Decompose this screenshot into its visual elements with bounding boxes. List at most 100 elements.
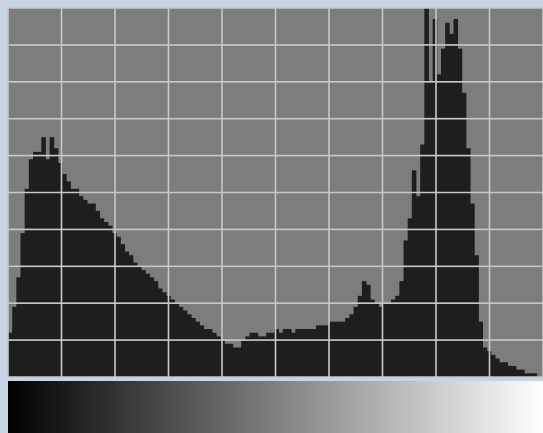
histogram-bar (74, 188, 80, 377)
histogram-bar (266, 332, 271, 377)
histogram-bar (191, 317, 196, 377)
histogram-bar (482, 347, 488, 377)
histogram-bar (532, 373, 538, 377)
histogram-bar (449, 33, 454, 377)
histogram-bar (274, 329, 280, 377)
histogram-bar (436, 74, 442, 378)
histogram-bar (245, 336, 250, 377)
histogram-bar (332, 321, 338, 377)
histogram-bar (149, 277, 155, 377)
histogram-bar (461, 92, 467, 378)
histogram-bar (207, 329, 213, 377)
histogram-bar (37, 151, 42, 377)
histogram-bar (391, 299, 396, 377)
histogram-bar (361, 281, 367, 377)
tone-gradient-bar (8, 381, 543, 433)
histogram-bar (87, 203, 92, 377)
histogram-bar (474, 255, 479, 377)
histogram-bar (420, 144, 425, 377)
histogram-bar (99, 218, 105, 377)
histogram-bar (432, 19, 438, 377)
histogram-bar (503, 362, 509, 377)
histogram-bar (137, 266, 142, 377)
histogram-bar (303, 329, 309, 377)
histogram-bar (399, 281, 404, 377)
histogram-bar (153, 281, 159, 377)
histogram-bars (8, 8, 538, 378)
histogram-bar (291, 332, 296, 377)
histogram-bar (507, 365, 513, 377)
histogram-bar (232, 347, 238, 377)
histogram-bar (278, 332, 284, 377)
histogram-bar (524, 373, 529, 377)
histogram-bar (162, 292, 167, 377)
histogram-bar (378, 306, 384, 377)
histogram-bar (465, 148, 471, 377)
histogram-bar (8, 332, 13, 377)
histogram-bar (124, 251, 130, 377)
histogram-bar (295, 329, 300, 377)
histogram-bar (45, 159, 51, 377)
histogram-bar (62, 174, 67, 377)
histogram-bar (395, 295, 400, 377)
histogram-bar (403, 240, 409, 377)
histogram-bar (195, 321, 200, 377)
histogram-bar (107, 225, 113, 377)
histogram-bar (441, 48, 446, 378)
histogram-bar (199, 325, 205, 377)
histogram-bar (91, 203, 96, 377)
histogram-bar (341, 321, 346, 377)
histogram-bar (24, 188, 30, 377)
histogram-bar (307, 329, 313, 377)
histogram-bar (157, 288, 163, 377)
histogram-bar (141, 269, 146, 377)
histogram-bar (170, 299, 175, 377)
histogram-bar (66, 181, 71, 377)
histogram-bar (70, 188, 76, 377)
histogram-bar (316, 325, 321, 377)
histogram-bar (470, 203, 475, 377)
histogram-bar (328, 321, 334, 377)
histogram-bar (311, 329, 317, 377)
histogram-bar (349, 314, 354, 377)
histogram-bar (241, 340, 246, 377)
histogram-bar (324, 325, 329, 377)
histogram-bar (16, 277, 21, 377)
histogram-bar (511, 365, 517, 377)
histogram-bar (457, 48, 463, 378)
histogram-bar (416, 196, 421, 377)
histogram-bar (495, 358, 500, 377)
histogram-bar (32, 151, 38, 377)
histogram-bar (224, 343, 230, 377)
histogram-bar (116, 236, 121, 377)
histogram-bar (57, 162, 63, 377)
histogram-bar (353, 306, 359, 377)
histogram-bar (132, 262, 138, 377)
histogram-bar (370, 299, 375, 377)
histogram-bar (299, 329, 304, 377)
histogram-bar (366, 284, 371, 377)
histogram-bar (12, 306, 17, 377)
histogram-bar (28, 159, 34, 377)
histogram-bar (212, 332, 217, 377)
histogram-bar (182, 310, 188, 377)
histogram-bar (490, 354, 496, 377)
histogram-bar (187, 314, 192, 377)
histogram-bar (95, 210, 100, 377)
histogram-bar (49, 137, 55, 377)
histogram-bar (345, 317, 350, 377)
histogram-bar (411, 170, 417, 377)
histogram-bar (228, 343, 234, 377)
histogram-bar (178, 306, 184, 377)
histogram-bar (320, 325, 325, 377)
histogram-bar (103, 222, 109, 377)
histogram-bar (453, 19, 459, 377)
histogram-bar (270, 332, 275, 377)
histogram-bar (145, 273, 150, 377)
histogram-bar (78, 196, 84, 377)
histogram-bar (120, 244, 125, 377)
histogram-bar (499, 362, 504, 377)
histogram-bar (520, 369, 525, 377)
